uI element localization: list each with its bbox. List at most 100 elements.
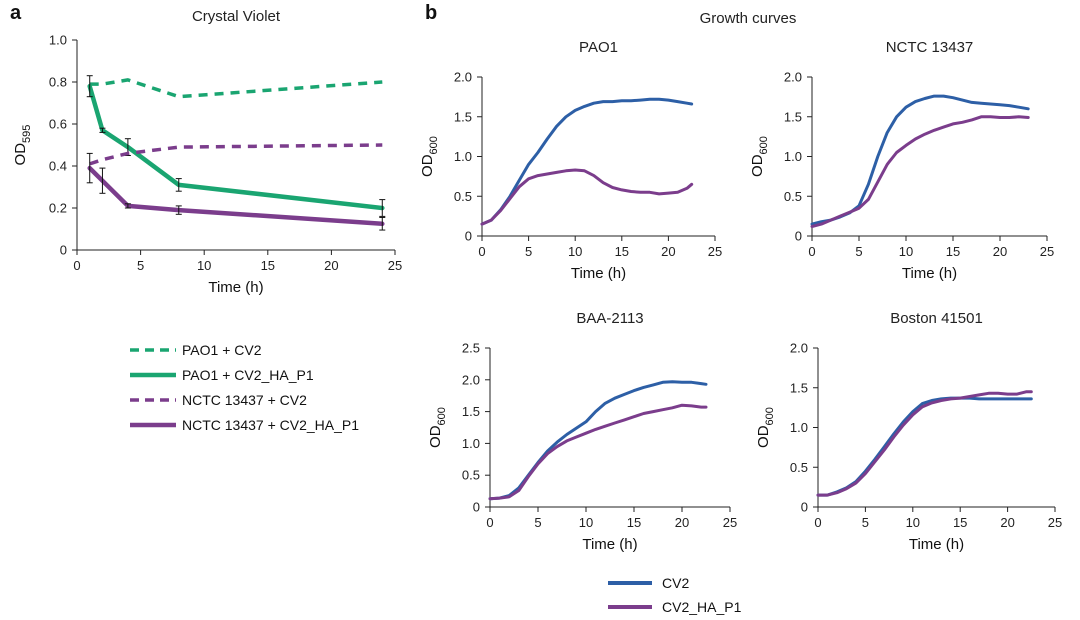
legend-b-item: CV2 xyxy=(608,575,689,591)
x-tick-label: 25 xyxy=(1040,244,1054,259)
y-tick-label: 0.6 xyxy=(49,117,67,132)
series-line-0 xyxy=(816,396,1033,497)
x-tick-label: 5 xyxy=(534,515,541,530)
y-tick: 0.5 xyxy=(784,189,812,204)
x-tick-label: 25 xyxy=(723,515,737,530)
y-axis-label-main: OD xyxy=(749,154,766,177)
x-tick-label: 5 xyxy=(862,515,869,530)
error-bar xyxy=(99,127,106,133)
legend-a-item: NCTC 13437 + CV2 xyxy=(130,392,307,408)
x-tick: 25 xyxy=(723,507,737,530)
error-bar xyxy=(379,199,386,217)
x-tick: 10 xyxy=(197,250,211,273)
x-tick: 20 xyxy=(1000,507,1015,530)
y-tick-label: 2.0 xyxy=(454,70,472,85)
y-tick-label: 1.0 xyxy=(784,149,802,164)
y-tick: 1.0 xyxy=(49,33,77,48)
panel-a-letter: a xyxy=(10,2,22,24)
x-tick: 25 xyxy=(1040,236,1054,259)
y-tick-label: 0.5 xyxy=(454,189,472,204)
x-axis-label: Time (h) xyxy=(582,536,637,553)
y-tick-label: 1.5 xyxy=(454,109,472,124)
y-tick-label: 1.5 xyxy=(790,380,808,395)
x-tick: 5 xyxy=(534,507,542,530)
y-tick: 0.6 xyxy=(49,117,77,132)
x-tick: 25 xyxy=(388,250,402,273)
x-tick-label: 15 xyxy=(946,244,960,259)
error-bar xyxy=(124,203,131,209)
y-tick: 1.5 xyxy=(790,380,818,395)
y-tick-label: 2.5 xyxy=(462,341,480,356)
x-tick: 15 xyxy=(615,236,629,259)
y-axis-label-sub: 600 xyxy=(436,407,448,425)
chart-panel-2: NCTC 13437 0 5 10 15 20 25 0 0.5 1.0 1.5 2.0 Time (h… xyxy=(749,39,1054,282)
x-tick-label: 20 xyxy=(661,244,675,259)
y-tick: 2.0 xyxy=(784,70,812,85)
chart-title: Crystal Violet xyxy=(192,8,281,25)
y-tick: 2.0 xyxy=(454,70,482,85)
y-tick-label: 0 xyxy=(795,229,802,244)
y-tick: 1.0 xyxy=(462,436,490,451)
legend-a-item: PAO1 + CV2 xyxy=(130,342,262,358)
y-axis-label-sub: 600 xyxy=(428,136,440,154)
x-tick: 10 xyxy=(568,236,582,259)
y-tick-label: 1.0 xyxy=(49,33,67,48)
y-tick: 0.5 xyxy=(454,189,482,204)
y-tick: 1.5 xyxy=(784,109,812,124)
series-line-0 xyxy=(810,94,1030,226)
series-line-0 xyxy=(89,78,383,99)
series-line-2 xyxy=(89,143,383,166)
legend-a-label: PAO1 + CV2_HA_P1 xyxy=(182,367,314,383)
y-tick-label: 0 xyxy=(60,243,67,258)
x-tick: 20 xyxy=(324,250,339,273)
y-tick: 0.5 xyxy=(790,460,818,475)
x-tick: 0 xyxy=(808,236,816,259)
error-bar xyxy=(175,178,182,192)
y-tick-label: 1.0 xyxy=(462,436,480,451)
x-axis-label: Time (h) xyxy=(208,279,263,296)
x-tick-label: 10 xyxy=(899,244,913,259)
x-tick: 20 xyxy=(675,507,689,530)
y-axis-label-sub: 595 xyxy=(21,125,33,143)
x-tick: 15 xyxy=(627,507,641,530)
y-axis-label-main: OD xyxy=(755,425,772,448)
legend-a-item: PAO1 + CV2_HA_P1 xyxy=(130,367,314,383)
legend-b: CV2 CV2_HA_P1 xyxy=(608,575,742,615)
y-tick-label: 0.8 xyxy=(49,75,67,90)
x-tick-label: 0 xyxy=(814,515,821,530)
x-tick: 25 xyxy=(1048,507,1062,530)
series-line-1 xyxy=(810,115,1030,228)
y-axis-label: OD595 xyxy=(12,125,33,166)
series-line-1 xyxy=(816,390,1033,497)
x-tick: 10 xyxy=(579,507,593,530)
x-tick-label: 10 xyxy=(906,515,920,530)
x-tick-label: 15 xyxy=(261,258,275,273)
error-bar xyxy=(99,167,106,194)
y-tick: 1.5 xyxy=(454,109,482,124)
chart-title: BAA-2113 xyxy=(576,310,643,327)
error-bar xyxy=(86,75,93,98)
y-tick-label: 0.5 xyxy=(784,189,802,204)
y-axis-label-main: OD xyxy=(12,143,29,166)
panel-b-title: Growth curves xyxy=(700,10,797,27)
x-axis-label: Time (h) xyxy=(909,536,964,553)
x-tick-label: 15 xyxy=(627,515,641,530)
x-tick: 20 xyxy=(661,236,676,259)
x-tick-label: 15 xyxy=(953,515,967,530)
y-tick: 1.0 xyxy=(784,149,812,164)
x-tick: 10 xyxy=(906,507,920,530)
y-tick: 2.0 xyxy=(462,372,490,387)
y-axis-label: OD600 xyxy=(749,136,770,177)
x-tick-label: 20 xyxy=(675,515,689,530)
y-tick-label: 0.5 xyxy=(790,460,808,475)
x-tick: 15 xyxy=(946,236,960,259)
x-tick-label: 25 xyxy=(708,244,722,259)
legend-a: PAO1 + CV2 PAO1 + CV2_HA_P1 NCTC 13437 + C… xyxy=(130,342,359,433)
y-tick-label: 0.2 xyxy=(49,201,67,216)
x-tick-label: 10 xyxy=(568,244,582,259)
chart-panel-1: PAO1 0 5 10 15 20 25 0 0.5 1.0 1.5 2.0 Time (h) OD600 xyxy=(419,39,722,282)
y-axis-label-main: OD xyxy=(419,154,436,177)
x-tick-label: 10 xyxy=(579,515,593,530)
x-tick-label: 20 xyxy=(1000,515,1014,530)
